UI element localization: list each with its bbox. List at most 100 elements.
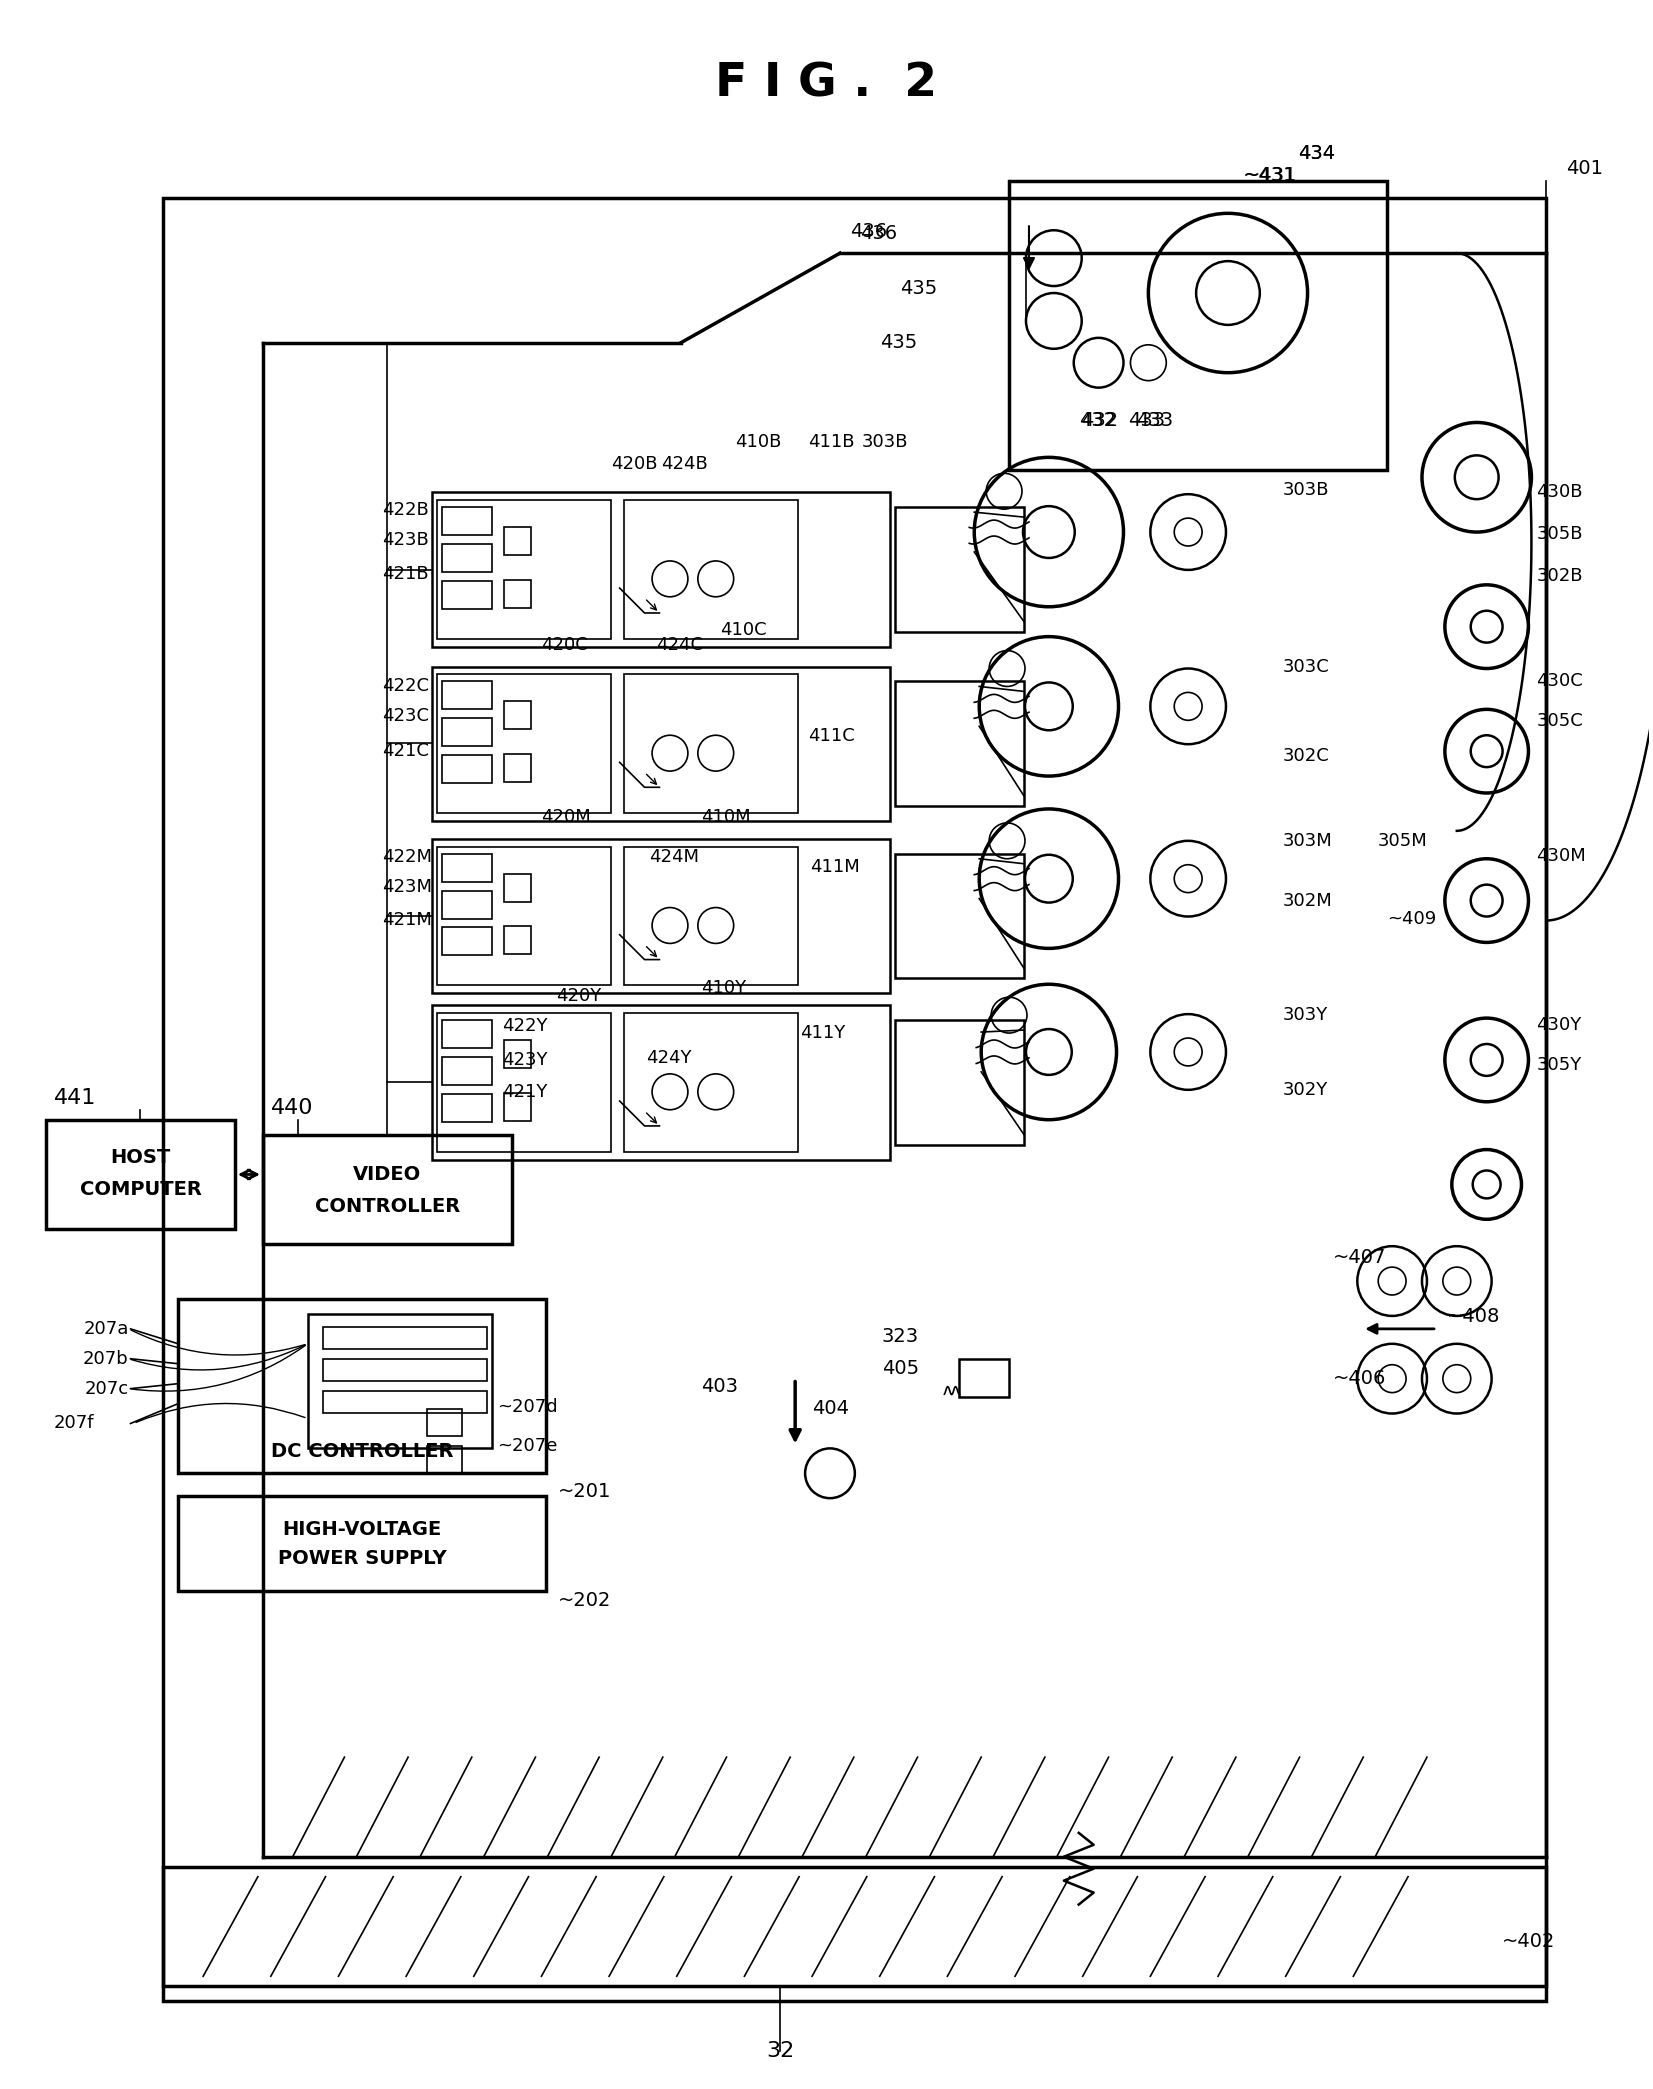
Text: 422C: 422C: [382, 677, 430, 696]
Text: 420Y: 420Y: [557, 988, 602, 1005]
Text: F I G .  2: F I G . 2: [716, 61, 937, 107]
Bar: [179, 1299, 547, 1473]
Bar: [46, 1120, 235, 1228]
Bar: [436, 675, 612, 813]
Text: 207a: 207a: [83, 1320, 129, 1337]
Bar: [441, 681, 491, 710]
Text: 302C: 302C: [1283, 748, 1329, 765]
Bar: [504, 1040, 532, 1067]
Bar: [441, 1095, 491, 1122]
Text: 421C: 421C: [382, 742, 430, 760]
Text: 435: 435: [879, 334, 917, 353]
Text: ~402: ~402: [1501, 1932, 1555, 1951]
Text: 411Y: 411Y: [800, 1024, 845, 1042]
Bar: [441, 581, 491, 608]
Text: 432: 432: [1079, 412, 1116, 430]
Text: 435: 435: [899, 278, 937, 297]
Text: 434: 434: [1298, 144, 1334, 163]
Bar: [625, 1013, 798, 1151]
Text: 422B: 422B: [382, 501, 430, 520]
Bar: [441, 928, 491, 955]
Bar: [436, 1013, 612, 1151]
Text: 207c: 207c: [84, 1379, 129, 1398]
Text: 303Y: 303Y: [1283, 1007, 1327, 1024]
Text: 424C: 424C: [656, 635, 703, 654]
Bar: [441, 1057, 491, 1084]
Bar: [426, 1408, 461, 1437]
Text: 305C: 305C: [1536, 712, 1584, 731]
Text: 410M: 410M: [701, 808, 750, 825]
Text: 404: 404: [812, 1400, 850, 1418]
Text: 303B: 303B: [1283, 480, 1329, 499]
Text: 303M: 303M: [1283, 831, 1332, 850]
Text: 436: 436: [860, 224, 898, 242]
Bar: [441, 890, 491, 919]
Text: ~201: ~201: [559, 1481, 612, 1500]
Text: CONTROLLER: CONTROLLER: [314, 1197, 460, 1216]
Bar: [894, 1019, 1023, 1145]
Text: 436: 436: [850, 221, 888, 240]
Text: ~407: ~407: [1332, 1247, 1385, 1266]
Text: 423C: 423C: [382, 708, 430, 725]
Text: 305M: 305M: [1377, 831, 1427, 850]
Bar: [894, 508, 1023, 631]
Text: 422M: 422M: [382, 848, 431, 865]
Bar: [441, 754, 491, 783]
Bar: [441, 1019, 491, 1049]
Text: 420B: 420B: [612, 455, 658, 474]
Text: 430C: 430C: [1536, 673, 1584, 691]
Text: ~431: ~431: [1243, 165, 1296, 186]
Bar: [504, 928, 532, 955]
Bar: [504, 702, 532, 729]
Text: COMPUTER: COMPUTER: [79, 1180, 202, 1199]
Bar: [504, 1093, 532, 1120]
Text: 207f: 207f: [55, 1414, 94, 1433]
Text: 440: 440: [271, 1097, 314, 1118]
Bar: [504, 754, 532, 781]
Bar: [504, 873, 532, 902]
Bar: [431, 1005, 889, 1159]
Bar: [179, 1496, 547, 1592]
Bar: [164, 1868, 1546, 1987]
Text: 421B: 421B: [382, 564, 428, 583]
Bar: [322, 1358, 486, 1381]
Text: 305B: 305B: [1536, 524, 1584, 543]
Text: 421Y: 421Y: [501, 1082, 547, 1101]
Bar: [441, 719, 491, 746]
Text: 32: 32: [765, 2041, 795, 2062]
Bar: [504, 526, 532, 556]
Bar: [436, 846, 612, 986]
Text: 411M: 411M: [810, 859, 860, 875]
Text: ~406: ~406: [1332, 1368, 1385, 1389]
Bar: [431, 666, 889, 821]
Text: 401: 401: [1567, 159, 1603, 178]
Bar: [504, 581, 532, 608]
Text: ~431: ~431: [1245, 165, 1298, 186]
Text: VIDEO: VIDEO: [354, 1166, 422, 1184]
Text: 421M: 421M: [382, 911, 431, 930]
Text: 420C: 420C: [542, 635, 588, 654]
Bar: [441, 854, 491, 882]
Bar: [625, 675, 798, 813]
Text: 430Y: 430Y: [1536, 1015, 1582, 1034]
Bar: [322, 1327, 486, 1349]
Text: 423M: 423M: [382, 877, 431, 896]
Bar: [1008, 182, 1387, 470]
Text: 303C: 303C: [1283, 658, 1329, 675]
Text: 207b: 207b: [83, 1349, 129, 1368]
Bar: [431, 840, 889, 992]
Text: 303B: 303B: [861, 432, 907, 451]
Text: ~207d: ~207d: [496, 1398, 557, 1416]
Bar: [625, 846, 798, 986]
Text: 433: 433: [1136, 412, 1174, 430]
Text: ~409: ~409: [1387, 909, 1436, 928]
Text: 433: 433: [1129, 412, 1165, 430]
Text: 424B: 424B: [661, 455, 707, 474]
Bar: [436, 499, 612, 639]
Text: 430B: 430B: [1536, 483, 1584, 501]
Bar: [164, 198, 1546, 2001]
Text: ~202: ~202: [559, 1592, 612, 1611]
Bar: [426, 1446, 461, 1475]
Text: 410Y: 410Y: [701, 980, 746, 996]
Text: 411B: 411B: [808, 432, 855, 451]
